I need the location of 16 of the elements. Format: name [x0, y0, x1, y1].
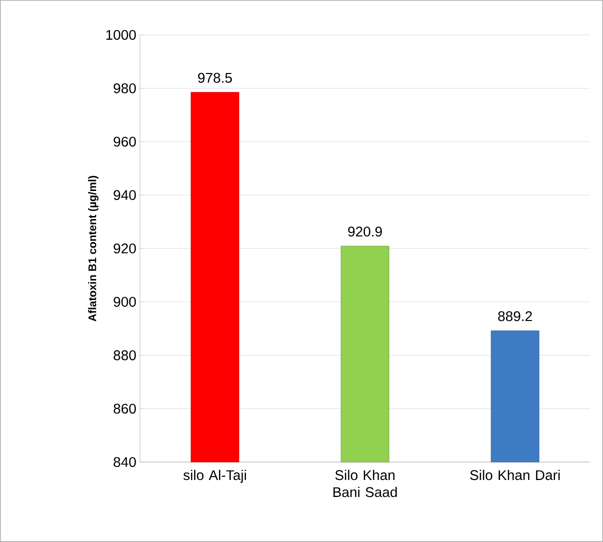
- x-tick-label: Silo Khan Bani Saad: [333, 470, 397, 498]
- y-tick-label: 900: [114, 296, 136, 307]
- y-axis-title: Aflatoxin B1 content (µg/ml): [88, 176, 98, 322]
- y-tick-label: 1000: [106, 30, 136, 40]
- y-tick-label: 860: [114, 404, 136, 414]
- data-label: 920.9: [348, 226, 382, 237]
- x-tick-label: silo Al-Taji: [183, 470, 246, 483]
- data-label: 978.5: [198, 72, 232, 83]
- x-tick-label: Silo Khan Dari: [470, 470, 560, 480]
- y-tick-label: 980: [114, 83, 136, 94]
- y-tick-label: 840: [114, 457, 136, 468]
- y-tick-label: 880: [114, 350, 136, 360]
- data-label: 889.2: [498, 311, 532, 322]
- y-tick-label: 940: [114, 190, 136, 200]
- y-tick-label: 960: [114, 136, 136, 147]
- y-tick-label: 920: [114, 244, 136, 254]
